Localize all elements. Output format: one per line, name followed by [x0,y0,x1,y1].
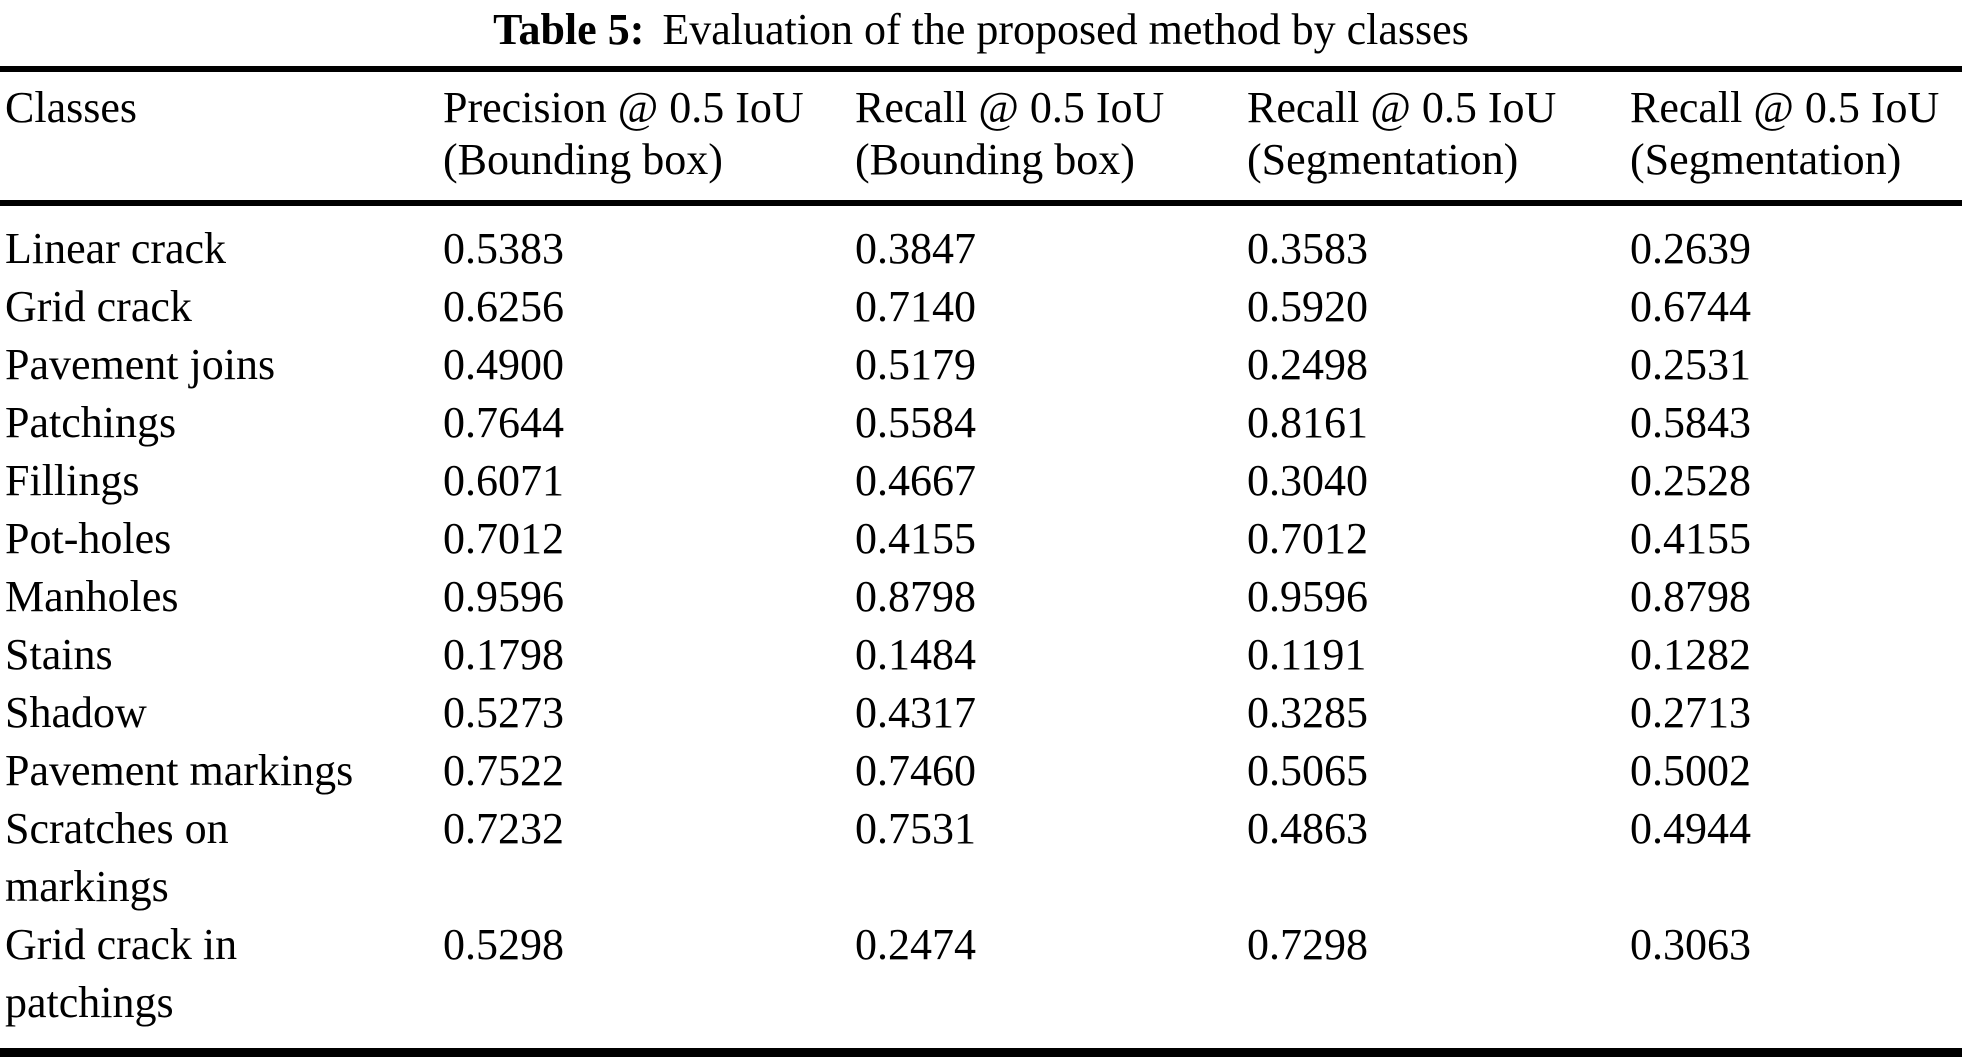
cell-value: 0.5273 [443,688,564,737]
cell-value: 0.8161 [1247,398,1368,447]
cell-value: 0.5298 [443,920,564,969]
cell-value: 0.3063 [1630,920,1751,969]
col-header-line1: Precision @ 0.5 IoU [443,83,804,132]
col-header-line1: Classes [5,83,137,132]
table-row: Patchings 0.7644 0.5584 0.8161 0.5843 [0,394,1962,452]
table-row: Pavement joins 0.4900 0.5179 0.2498 0.25… [0,336,1962,394]
cell-value: 0.2713 [1630,688,1751,737]
cell-value: 0.2528 [1630,456,1751,505]
cell-value: 0.5179 [855,340,976,389]
cell-value: 0.7140 [855,282,976,331]
table-body: Linear crack 0.5383 0.3847 0.3583 0.2639… [0,203,1962,1053]
col-header-line1: Recall @ 0.5 IoU [855,83,1165,132]
class-name: Grid crack [5,282,192,331]
class-name: Shadow [5,688,147,737]
table-row: Fillings 0.6071 0.4667 0.3040 0.2528 [0,452,1962,510]
cell-value: 0.2531 [1630,340,1751,389]
cell-value: 0.5383 [443,224,564,273]
class-name: Stains [5,630,113,679]
col-header-classes: Classes [0,69,443,206]
table-row: Grid crack in patchings 0.5298 0.2474 0.… [0,916,1962,1053]
cell-value: 0.5920 [1247,282,1368,331]
cell-value: 0.7298 [1247,920,1368,969]
table-caption-text: Evaluation of the proposed method by cla… [662,5,1469,54]
cell-value: 0.5843 [1630,398,1751,447]
cell-value: 0.3040 [1247,456,1368,505]
table-row: Linear crack 0.5383 0.3847 0.3583 0.2639 [0,203,1962,278]
cell-value: 0.4667 [855,456,976,505]
table-row: Shadow 0.5273 0.4317 0.3285 0.2713 [0,684,1962,742]
col-header-recall-seg-1: Recall @ 0.5 IoU (Segmentation) [1247,69,1630,206]
class-name: Pavement markings [5,746,354,795]
header-row: Classes Precision @ 0.5 IoU (Bounding bo… [0,69,1962,206]
cell-value: 0.5584 [855,398,976,447]
table-header: Classes Precision @ 0.5 IoU (Bounding bo… [0,69,1962,206]
col-header-line2: (Bounding box) [443,135,723,184]
cell-value: 0.3847 [855,224,976,273]
cell-value: 0.2639 [1630,224,1751,273]
cell-value: 0.3285 [1247,688,1368,737]
col-header-line1: Recall @ 0.5 IoU [1247,83,1557,132]
col-header-line2: (Segmentation) [1247,135,1519,184]
col-header-line2: (Bounding box) [855,135,1135,184]
cell-value: 0.3583 [1247,224,1368,273]
col-header-precision-bbox: Precision @ 0.5 IoU (Bounding box) [443,69,855,206]
cell-value: 0.4900 [443,340,564,389]
table-row: Scratches on markings 0.7232 0.7531 0.48… [0,800,1962,916]
cell-value: 0.8798 [855,572,976,621]
class-name: Pot-holes [5,514,172,563]
cell-value: 0.6256 [443,282,564,331]
cell-value: 0.6071 [443,456,564,505]
col-header-line1: Recall @ 0.5 IoU [1630,83,1940,132]
cell-value: 0.9596 [1247,572,1368,621]
table-row: Manholes 0.9596 0.8798 0.9596 0.8798 [0,568,1962,626]
table-caption: Table 5: Evaluation of the proposed metho… [0,2,1962,58]
cell-value: 0.4155 [1630,514,1751,563]
col-header-recall-bbox: Recall @ 0.5 IoU (Bounding box) [855,69,1247,206]
col-header-recall-seg-2: Recall @ 0.5 IoU (Segmentation) [1630,69,1962,206]
cell-value: 0.7012 [443,514,564,563]
cell-value: 0.4317 [855,688,976,737]
class-name: Grid crack in patchings [5,920,238,1027]
table-row: Pavement markings 0.7522 0.7460 0.5065 0… [0,742,1962,800]
class-name: Manholes [5,572,179,621]
cell-value: 0.1282 [1630,630,1751,679]
cell-value: 0.5065 [1247,746,1368,795]
cell-value: 0.7460 [855,746,976,795]
cell-value: 0.7012 [1247,514,1368,563]
table-row: Stains 0.1798 0.1484 0.1191 0.1282 [0,626,1962,684]
cell-value: 0.7644 [443,398,564,447]
col-header-line2: (Segmentation) [1630,135,1902,184]
cell-value: 0.2498 [1247,340,1368,389]
table-caption-label: Table 5: [493,5,645,54]
class-name: Fillings [5,456,140,505]
cell-value: 0.7522 [443,746,564,795]
cell-value: 0.1798 [443,630,564,679]
cell-value: 0.2474 [855,920,976,969]
cell-value: 0.5002 [1630,746,1751,795]
evaluation-table: Classes Precision @ 0.5 IoU (Bounding bo… [0,66,1962,1057]
table-row: Grid crack 0.6256 0.7140 0.5920 0.6744 [0,278,1962,336]
cell-value: 0.7531 [855,804,976,853]
cell-value: 0.7232 [443,804,564,853]
cell-value: 0.4863 [1247,804,1368,853]
class-name: Linear crack [5,224,227,273]
cell-value: 0.6744 [1630,282,1751,331]
class-name: Scratches on markings [5,804,229,911]
class-name: Pavement joins [5,340,276,389]
cell-value: 0.4155 [855,514,976,563]
cell-value: 0.4944 [1630,804,1751,853]
cell-value: 0.1484 [855,630,976,679]
cell-value: 0.1191 [1247,630,1367,679]
cell-value: 0.8798 [1630,572,1751,621]
cell-value: 0.9596 [443,572,564,621]
table-row: Pot-holes 0.7012 0.4155 0.7012 0.4155 [0,510,1962,568]
class-name: Patchings [5,398,177,447]
